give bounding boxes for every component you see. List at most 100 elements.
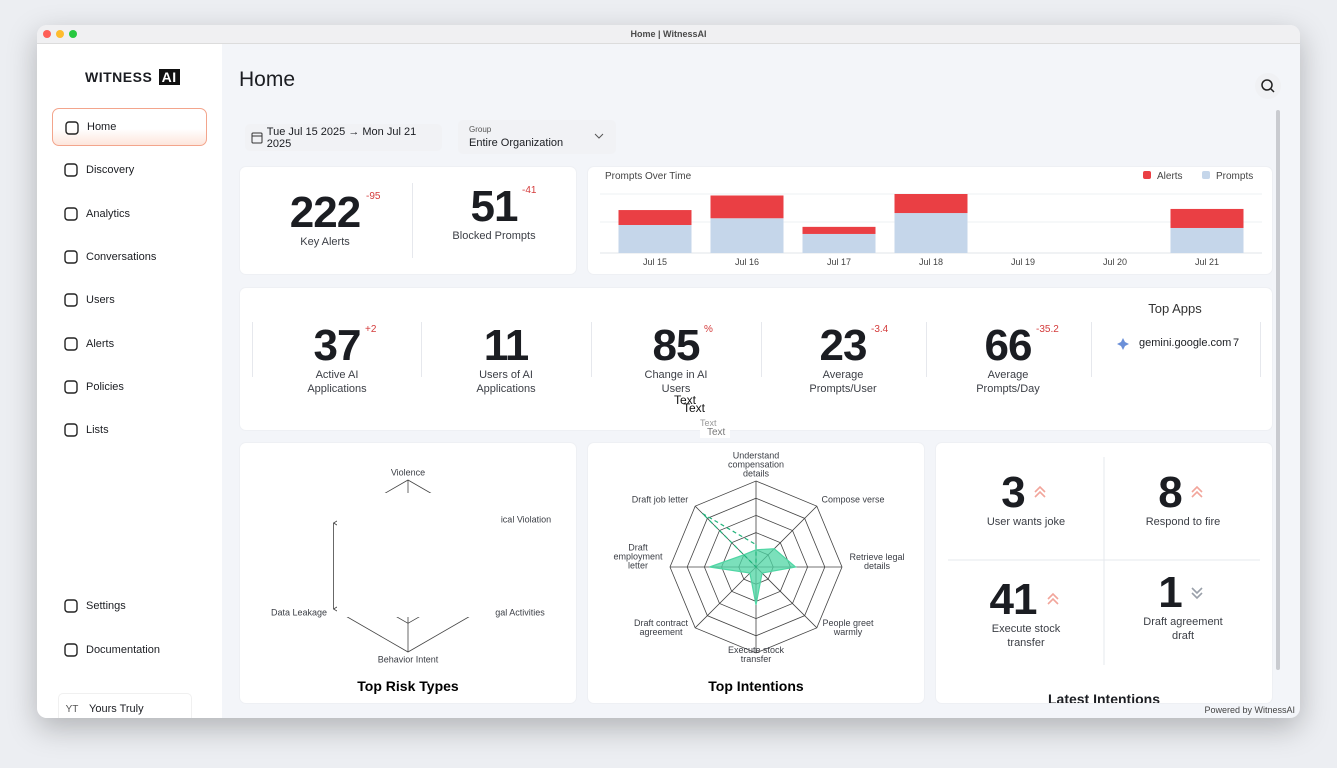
radar-label: Violence [390,467,426,478]
scrollbar[interactable] [1276,110,1280,670]
nav-label: Discovery [86,164,135,177]
nav-item[interactable]: Analytics [52,195,207,233]
group-value: Entire Organization [469,137,564,149]
metric-value: 85 [652,321,701,370]
nav-label: Settings [86,600,126,612]
overlay-box [700,418,730,438]
chevron-down [594,133,604,139]
divider [252,322,253,377]
nav-icon [64,206,78,221]
metric-label: Average Prompts/User [809,369,877,395]
overlay-text: Text [674,393,697,407]
nav-label: Documentation [86,643,160,656]
metric-delta: -35.2 [1036,324,1059,335]
minimize-button[interactable] [56,30,64,38]
card-title: Latest Intentions [1047,691,1160,703]
radar-label: Data Leakage [270,607,328,618]
nav-icon [64,336,78,351]
metric-value: 37 [313,321,362,370]
radar-label: ical Violation [500,514,552,525]
nav-item[interactable]: Home [52,108,207,146]
chart-card [588,167,1272,274]
nav-label: Policies [86,380,124,393]
nav-icon [64,423,78,437]
nav-icon [64,380,78,394]
nav-label: Home [87,121,117,133]
nav-label: Analytics [86,207,131,220]
nav-icon [64,163,78,177]
logo-text: WITNESS [85,69,153,85]
nav-label: Alerts [86,337,115,350]
nav-label: Lists [86,424,109,437]
logo[interactable]: WITNESS AI [85,69,180,85]
kpi-label: Blocked Prompts [452,230,536,242]
nav-item[interactable]: Users [52,281,207,319]
radar-label: Draft contract agreement [633,618,689,637]
user-menu[interactable]: YT Yours Truly [59,694,191,718]
divider [412,183,413,258]
nav-item[interactable]: Discovery [52,151,207,189]
intention-label: Draft agreement draft [1143,616,1223,642]
radar-label: Execute stock transfer [727,645,785,664]
intention-count: 41 [989,575,1038,624]
radar-label: Retrieve legal details [849,552,905,571]
date-range: Tue Jul 15 2025 → Mon Jul 21 2025 [266,125,417,150]
divider [1091,322,1092,377]
user-initials: YT [65,703,79,715]
overlay-text: Text [700,418,717,428]
nav-item[interactable]: Conversations [52,238,207,276]
intentions-radar-card [588,443,924,703]
nav-label: Conversations [86,250,157,263]
radar-label: Draft job letter [631,494,689,505]
radar-label: Draft employment letter [613,542,663,571]
divider [1260,322,1261,377]
metric-label: Users of AI Applications [476,369,536,395]
page-title: Home [239,68,296,91]
metric-label: Active AI Applications [307,369,367,395]
latest-intentions-card: Latest Intentions [936,443,1272,703]
metric-label: Average Prompts/Day [976,369,1040,395]
nav-item[interactable]: Documentation [52,631,207,669]
metric-value: 11 [483,321,530,370]
overlay-text: Text [683,401,706,415]
kpi-value: 51 [470,182,519,231]
group-select[interactable]: Group Entire Organization [458,120,616,154]
metric-value: 23 [819,321,868,370]
nav-icon [64,599,78,613]
close-button[interactable] [43,30,51,38]
nav-item[interactable]: Settings [52,587,207,625]
divider [926,322,927,377]
app-name[interactable]: gemini.google.com [1139,337,1232,349]
nav-icon [64,642,78,657]
intention-count: 3 [1001,468,1026,517]
nav-item[interactable]: Alerts [52,325,207,363]
logo-badge: AI [158,69,180,85]
kpi-label: Key Alerts [300,236,350,248]
nav-icon [64,293,78,307]
kpi-delta: -95 [366,191,381,202]
top-apps-title: Top Apps [1148,301,1202,316]
nav-item[interactable]: Policies [52,368,207,406]
search-button[interactable] [1255,73,1281,99]
zoom-button[interactable] [69,30,77,38]
kpi-value: 222 [289,188,361,237]
intention-count: 8 [1158,468,1183,517]
radar-label: Understand compensation details [727,450,785,479]
divider [591,322,592,377]
nav-item[interactable]: Lists [52,411,207,449]
nav-icon [65,121,79,135]
radar-label: Behavior Intent [377,654,439,665]
intention-label: Respond to fire [1145,516,1221,528]
title-bar: Home | WitnessAI [37,25,1300,44]
radar-label: gal Activities [495,607,545,618]
nav-icon [64,250,78,264]
metric-value: 66 [984,321,1033,370]
metric-delta: +2 [365,324,377,335]
user-name: Yours Truly [89,703,144,715]
metric-delta: -3.4 [871,324,889,335]
date-range-picker[interactable]: Tue Jul 15 2025 → Mon Jul 21 2025 [245,124,442,151]
window-title: Home | WitnessAI [630,29,707,39]
metric-label: Change in AI Users [644,369,708,395]
